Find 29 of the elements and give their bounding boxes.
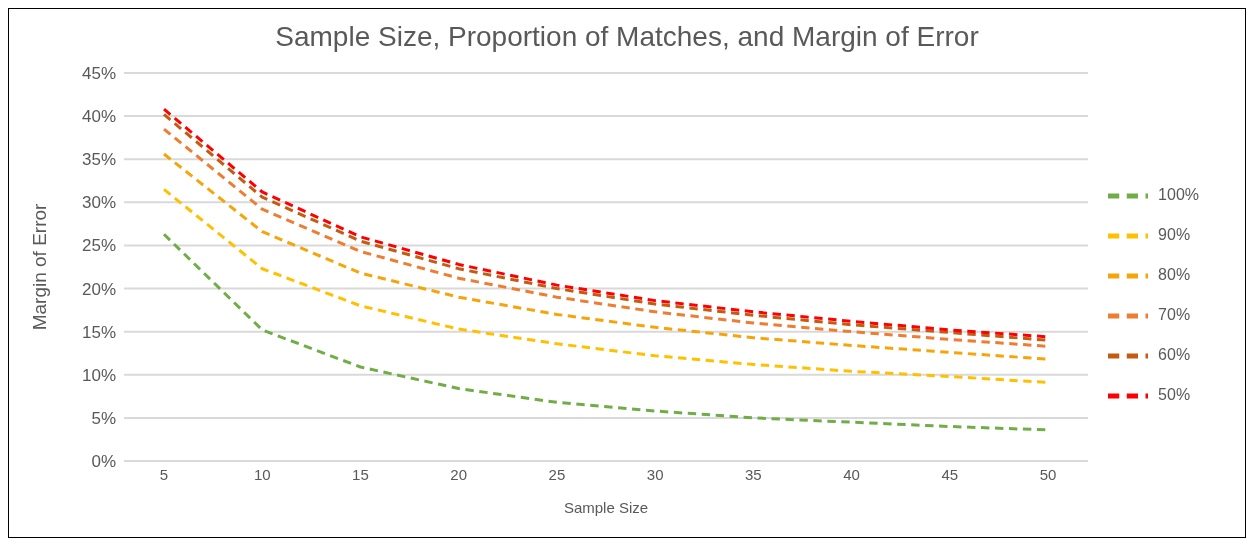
x-tick-label: 25 [548, 465, 566, 483]
x-tick-label: 45 [941, 465, 959, 483]
y-tick-label: 25% [81, 236, 116, 256]
x-tick-label: 35 [745, 465, 762, 483]
legend-label: 60% [1158, 346, 1191, 364]
y-tick-label: 10% [81, 365, 116, 385]
y-tick-label: 20% [81, 279, 116, 299]
legend-label: 80% [1158, 266, 1191, 284]
legend-label: 70% [1158, 306, 1191, 324]
y-tick-label: 35% [81, 150, 116, 170]
y-tick-label: 45% [81, 64, 116, 84]
x-tick-label: 20 [450, 465, 468, 483]
legend-label: 50% [1158, 386, 1191, 404]
y-tick-label: 40% [81, 107, 116, 127]
x-tick-label: 40 [843, 465, 860, 483]
y-tick-label: 5% [91, 408, 116, 428]
x-tick-label: 30 [646, 465, 664, 483]
legend-label: 100% [1158, 186, 1199, 204]
y-tick-label: 30% [81, 193, 116, 213]
y-axis-title: Margin of Error [28, 202, 50, 331]
y-tick-label: 0% [91, 452, 116, 472]
x-tick-label: 50 [1039, 465, 1057, 483]
x-tick-label: 5 [159, 465, 169, 483]
y-tick-label: 15% [81, 322, 116, 342]
legend-label: 90% [1158, 226, 1191, 244]
x-tick-label: 15 [352, 465, 369, 483]
x-tick-label: 10 [253, 465, 271, 483]
chart-title: Sample Size, Proportion of Matches, and Margin of Error [274, 20, 980, 54]
x-axis-title: Sample Size [563, 499, 649, 516]
